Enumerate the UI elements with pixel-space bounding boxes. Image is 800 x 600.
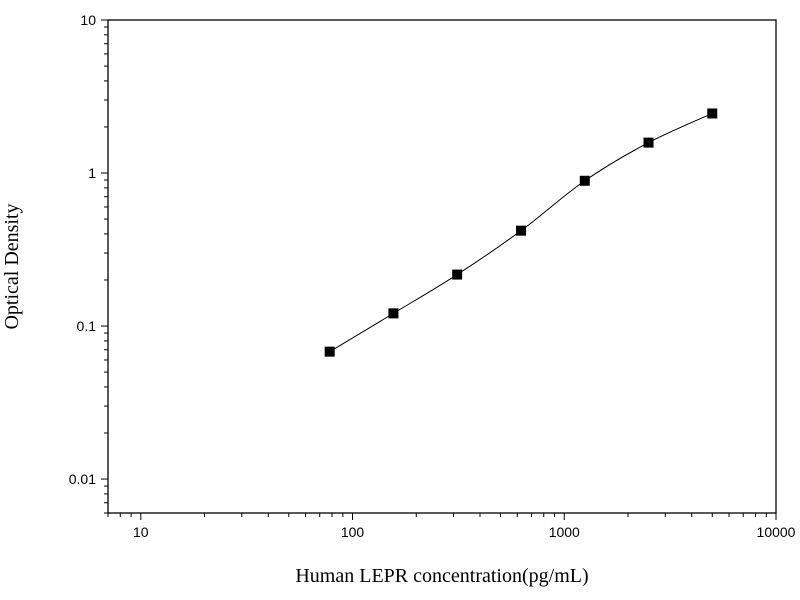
data-point-marker	[643, 137, 654, 148]
x-axis-title: Human LEPR concentration(pg/mL)	[295, 565, 588, 587]
y-tick-label: 0.1	[77, 318, 97, 334]
x-axis-tick-labels: 10 100 1000 10000	[133, 524, 796, 540]
y-tick-label: 10	[80, 12, 96, 28]
data-point-marker	[516, 225, 527, 236]
y-tick-label: 1	[88, 165, 96, 181]
data-point-marker	[579, 175, 590, 186]
data-point-marker	[388, 308, 399, 319]
plot-frame	[107, 19, 777, 514]
x-tick-label: 10000	[757, 524, 796, 540]
x-tick-label: 10	[133, 524, 149, 540]
plot-border	[107, 19, 777, 514]
y-axis-ticks	[101, 19, 108, 514]
x-axis-ticks	[107, 513, 777, 520]
data-points	[324, 108, 718, 357]
data-point-marker	[452, 269, 463, 280]
x-tick-label: 100	[341, 524, 365, 540]
data-point-marker	[324, 346, 335, 357]
y-axis-title: Optical Density	[1, 203, 23, 329]
y-axis-tick-labels: 0.01 0.1 1 10	[69, 12, 96, 487]
x-tick-label: 1000	[549, 524, 580, 540]
y-tick-label: 0.01	[69, 471, 96, 487]
data-point-marker	[707, 108, 718, 119]
